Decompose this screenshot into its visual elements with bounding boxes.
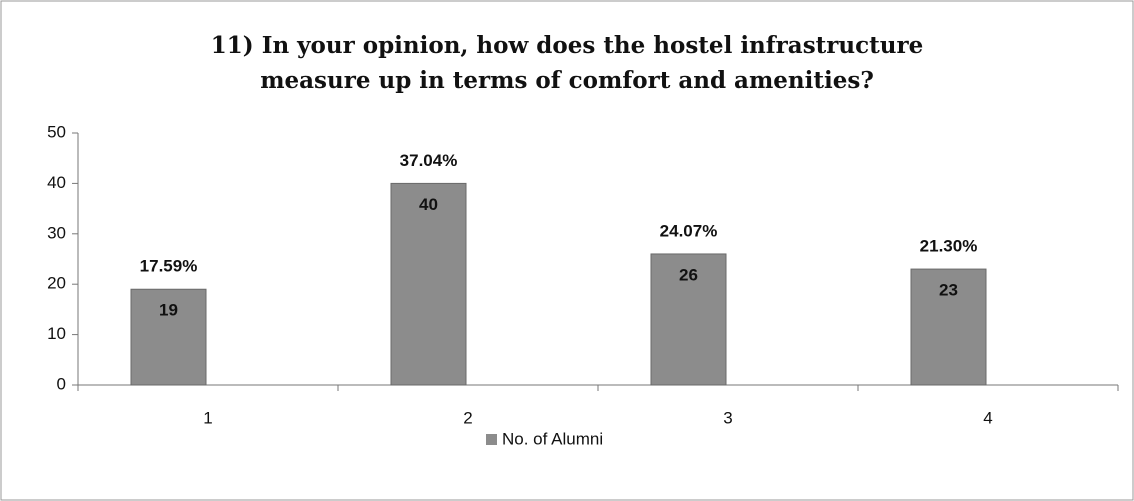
x-tick-label: 2 <box>463 408 472 427</box>
legend-label: No. of Alumni <box>502 429 603 448</box>
percent-label: 21.30% <box>920 237 978 256</box>
chart-title: measure up in terms of comfort and ameni… <box>260 67 874 94</box>
y-tick-label: 30 <box>47 223 66 242</box>
data-label: 26 <box>679 265 698 284</box>
bar <box>130 288 207 386</box>
data-label: 23 <box>939 281 958 300</box>
percent-label: 17.59% <box>140 257 198 276</box>
bar <box>650 253 727 386</box>
x-tick-label: 3 <box>723 408 732 427</box>
y-tick-label: 40 <box>47 173 66 192</box>
percent-label: 37.04% <box>400 151 458 170</box>
bar <box>910 268 987 386</box>
data-label: 40 <box>419 195 438 214</box>
data-label: 19 <box>159 301 178 320</box>
y-tick-label: 20 <box>47 274 66 293</box>
x-tick-label: 1 <box>203 408 212 427</box>
legend-swatch <box>486 434 497 445</box>
x-tick-label: 4 <box>983 408 992 427</box>
y-tick-label: 50 <box>47 122 66 141</box>
chart-title: 11) In your opinion, how does the hostel… <box>211 32 923 59</box>
y-tick-label: 0 <box>57 374 66 393</box>
percent-label: 24.07% <box>660 221 718 240</box>
y-tick-label: 10 <box>47 324 66 343</box>
bar <box>390 182 467 386</box>
